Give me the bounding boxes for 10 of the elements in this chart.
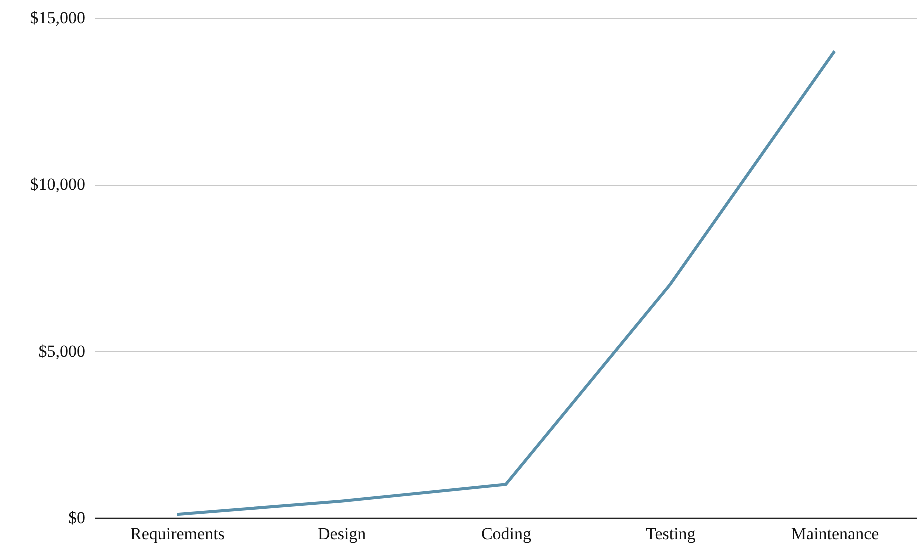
line-series [176,50,836,516]
y-tick-label: $0 [68,508,86,528]
x-tick-label: Maintenance [791,524,880,544]
x-tick-label: Coding [481,524,532,544]
y-tick-label: $10,000 [30,175,86,194]
x-tick-label: Testing [646,524,696,544]
y-tick-label: $5,000 [38,342,86,361]
x-tick-label: Design [318,524,367,544]
x-tick-label: Requirements [130,524,225,544]
y-tick-label: $15,000 [30,8,86,28]
